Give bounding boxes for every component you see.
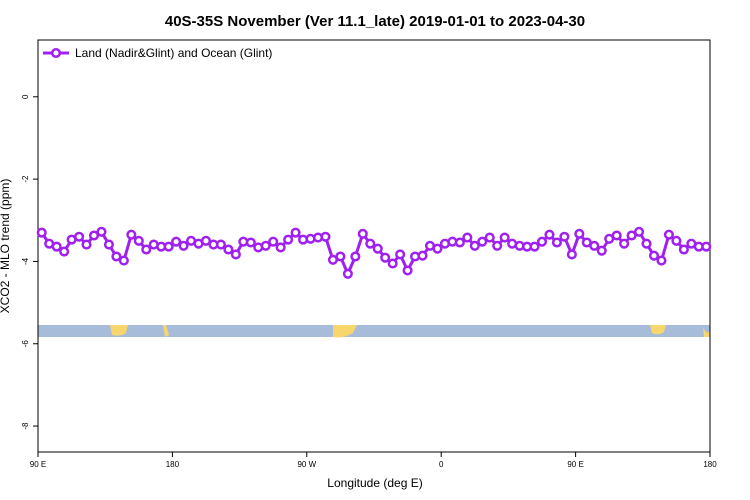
point (454, 237, 465, 248)
point (215, 239, 226, 250)
point (223, 244, 234, 255)
point (492, 240, 503, 251)
land (650, 325, 666, 335)
point (230, 249, 241, 260)
point (529, 241, 540, 252)
point (484, 232, 495, 243)
point (626, 230, 637, 241)
y-axis-label: XCO2 - MLO trend (ppm) (0, 179, 12, 314)
point (111, 251, 122, 262)
point (357, 228, 368, 239)
land (333, 325, 357, 338)
point (51, 241, 62, 252)
point (656, 255, 667, 266)
point (611, 230, 622, 241)
y-tick-label: 0 (21, 94, 30, 99)
point (126, 229, 137, 240)
point (36, 227, 47, 238)
point (372, 243, 383, 254)
point (74, 231, 85, 242)
point (283, 234, 294, 245)
point (634, 226, 645, 237)
point (462, 232, 473, 243)
land (110, 325, 128, 336)
point (663, 229, 674, 240)
y-tick-label: -2 (21, 175, 30, 183)
point (178, 240, 189, 251)
point (559, 231, 570, 242)
chart-title: 40S-35S November (Ver 11.1_late) 2019-01… (165, 13, 585, 30)
point (387, 258, 398, 269)
point (268, 236, 279, 247)
x-tick-label: 180 (703, 460, 717, 469)
point (245, 237, 256, 248)
point (477, 236, 488, 247)
point (275, 242, 286, 253)
point (544, 229, 555, 240)
point (260, 240, 271, 251)
point (133, 235, 144, 246)
x-tick-label: 180 (166, 460, 180, 469)
x-tick-label: 90 E (567, 460, 583, 469)
point (619, 238, 630, 249)
point (350, 251, 361, 262)
land (703, 328, 710, 337)
point (469, 240, 480, 251)
point (641, 238, 652, 249)
point (671, 235, 682, 246)
point (551, 237, 562, 248)
point (589, 240, 600, 251)
point (574, 228, 585, 239)
point (380, 252, 391, 263)
x-tick-label: 90 E (30, 460, 46, 469)
point (499, 232, 510, 243)
point (103, 239, 114, 250)
point (81, 239, 92, 250)
point (141, 244, 152, 255)
point (365, 238, 376, 249)
x-tick-label: 0 (439, 460, 444, 469)
point (432, 243, 443, 254)
point (701, 241, 712, 252)
point (290, 227, 301, 238)
point (417, 250, 428, 261)
point (566, 249, 577, 260)
point (88, 230, 100, 241)
point (395, 249, 406, 260)
point (335, 251, 346, 262)
point (59, 246, 70, 257)
x-tick-label: 90 W (297, 460, 316, 469)
point (536, 236, 548, 247)
point (342, 268, 353, 279)
legend-marker (50, 47, 62, 59)
point (320, 231, 331, 242)
point (596, 245, 607, 256)
legend-label: Land (Nadir&Glint) and Ocean (Glint) (75, 46, 272, 60)
point (402, 265, 413, 276)
x-axis-label: Longitude (deg E) (327, 476, 422, 490)
point (118, 255, 129, 266)
point (678, 244, 689, 255)
map-strip (38, 325, 710, 338)
point (163, 241, 174, 252)
point (648, 250, 660, 261)
point (96, 226, 107, 237)
y-tick-label: -8 (21, 422, 30, 430)
ocean-strip (38, 325, 710, 337)
y-tick-label: -4 (21, 257, 30, 265)
land (163, 325, 169, 337)
point (200, 235, 212, 246)
y-tick-label: -6 (21, 340, 30, 348)
point (171, 236, 182, 247)
